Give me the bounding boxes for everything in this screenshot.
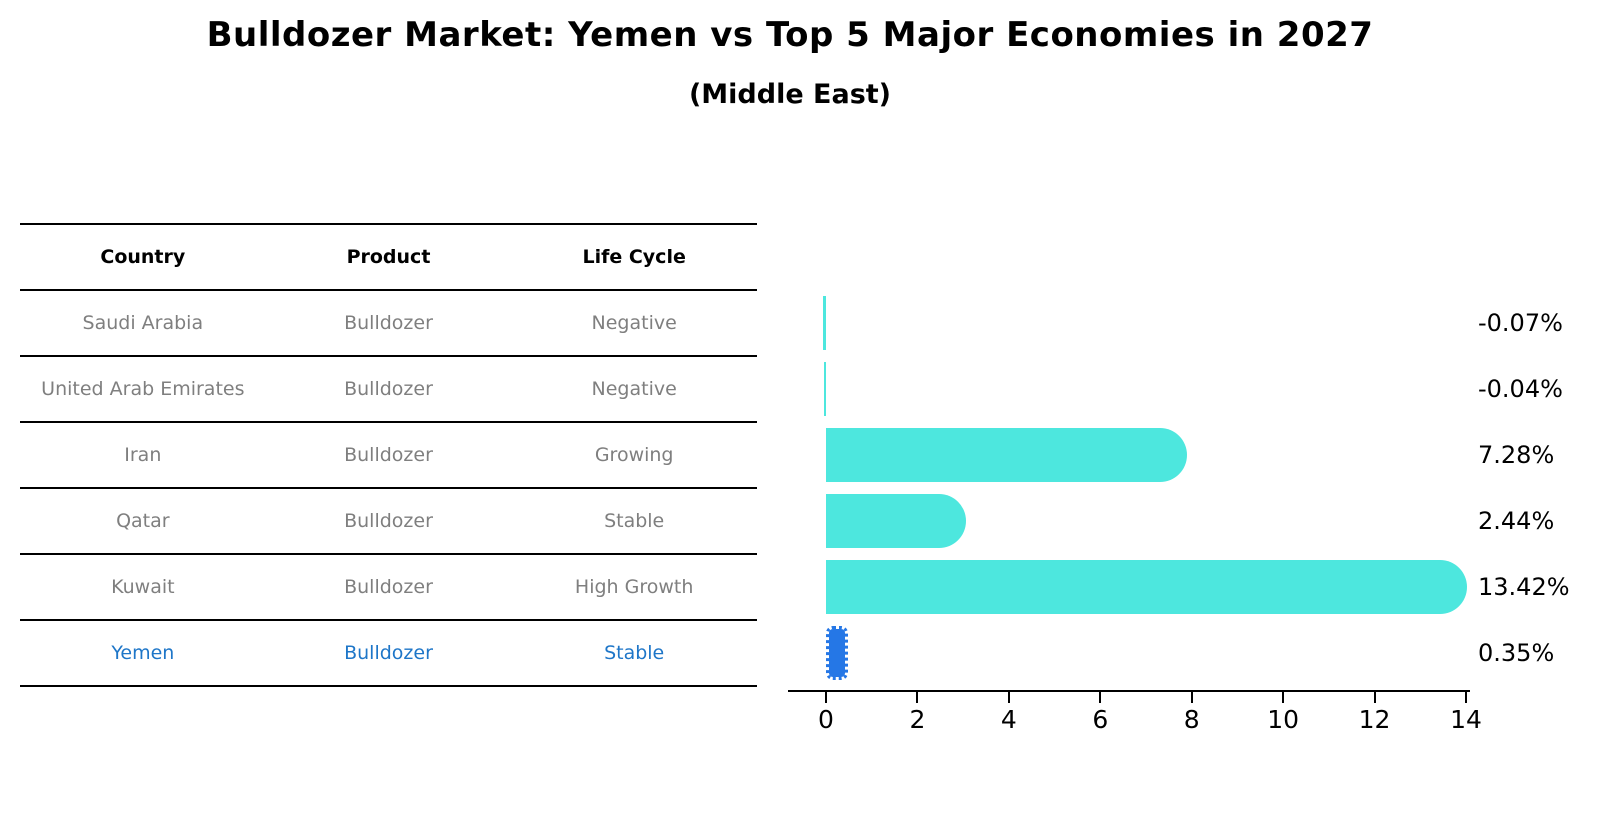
bar-qatar bbox=[826, 494, 966, 548]
value-labels-column: -0.07% -0.04% 7.28% 2.44% 13.42% 0.35% bbox=[1478, 290, 1598, 686]
bar-plot-area bbox=[822, 290, 1468, 686]
chart-title: Bulldozer Market: Yemen vs Top 5 Major E… bbox=[206, 15, 1374, 55]
bar-row-united-arab-emirates bbox=[824, 356, 1466, 422]
cell-life-cycle: Stable bbox=[604, 642, 665, 664]
x-axis-ticks: 0 2 4 6 8 10 12 14 bbox=[818, 690, 1482, 750]
x-tick bbox=[1190, 692, 1193, 703]
x-tick-label: 0 bbox=[818, 705, 834, 734]
cell-life-cycle: Growing bbox=[594, 444, 674, 466]
table-row-kuwait: Kuwait Bulldozer High Growth bbox=[20, 555, 757, 621]
cell-product: Bulldozer bbox=[344, 510, 433, 532]
x-tick-label: 6 bbox=[1092, 705, 1109, 734]
bar-row-kuwait bbox=[826, 554, 1468, 620]
x-tick bbox=[1007, 692, 1010, 703]
table-row-saudi-arabia: Saudi Arabia Bulldozer Negative bbox=[20, 291, 757, 357]
bar-yemen bbox=[826, 626, 848, 680]
cell-product: Bulldozer bbox=[344, 312, 433, 334]
x-tick-label: 4 bbox=[1000, 705, 1017, 734]
x-tick bbox=[1373, 692, 1376, 703]
x-tick-label: 2 bbox=[909, 705, 926, 734]
table-row-iran: Iran Bulldozer Growing bbox=[20, 423, 757, 489]
table-header-cell-country: Country bbox=[100, 246, 186, 268]
cell-country: Qatar bbox=[116, 510, 170, 532]
table-header-cell-life-cycle: Life Cycle bbox=[582, 246, 686, 268]
bar-row-saudi-arabia bbox=[822, 290, 1466, 356]
bar-value-label-qatar: 2.44% bbox=[1478, 507, 1555, 535]
chart-subtitle: (Middle East) bbox=[688, 79, 892, 110]
x-axis-line bbox=[788, 690, 1470, 692]
country-table: Country Product Life Cycle Saudi Arabia Bull… bbox=[20, 223, 757, 687]
x-tick-label: 12 bbox=[1358, 705, 1391, 734]
bar-saudi-arabia bbox=[822, 296, 826, 350]
cell-life-cycle: Stable bbox=[604, 510, 665, 532]
bar-value-label-yemen: 0.35% bbox=[1478, 639, 1555, 667]
bar-value-label-iran: 7.28% bbox=[1478, 441, 1555, 469]
cell-country: Yemen bbox=[111, 642, 175, 664]
cell-country: Kuwait bbox=[111, 576, 175, 598]
cell-life-cycle: Negative bbox=[591, 378, 677, 400]
cell-product: Bulldozer bbox=[344, 444, 433, 466]
x-tick bbox=[916, 692, 919, 703]
x-tick-label: 8 bbox=[1183, 705, 1200, 734]
bar-iran bbox=[826, 428, 1187, 482]
bar-united-arab-emirates bbox=[824, 362, 826, 416]
bar-value-label-united-arab-emirates: -0.04% bbox=[1478, 375, 1563, 403]
cell-life-cycle: High Growth bbox=[574, 576, 694, 598]
bar-value-label-kuwait: 13.42% bbox=[1478, 573, 1570, 601]
x-tick bbox=[1099, 692, 1102, 703]
table-header-row: Country Product Life Cycle bbox=[20, 225, 757, 291]
table-header-cell-product: Product bbox=[346, 246, 431, 268]
cell-product: Bulldozer bbox=[344, 378, 433, 400]
x-tick-label: 10 bbox=[1267, 705, 1300, 734]
bar-kuwait bbox=[826, 560, 1468, 614]
bar-row-yemen bbox=[826, 620, 1466, 686]
bar-row-iran bbox=[826, 422, 1466, 488]
x-tick bbox=[825, 692, 827, 703]
table-row-qatar: Qatar Bulldozer Stable bbox=[20, 489, 757, 555]
cell-life-cycle: Negative bbox=[591, 312, 677, 334]
bar-row-qatar bbox=[826, 488, 1466, 554]
table-row-united-arab-emirates: United Arab Emirates Bulldozer Negative bbox=[20, 357, 757, 423]
cell-country: Iran bbox=[124, 444, 162, 466]
x-tick-label: 14 bbox=[1450, 705, 1482, 734]
cell-product: Bulldozer bbox=[344, 576, 433, 598]
cell-product: Bulldozer bbox=[344, 642, 433, 664]
cell-country: United Arab Emirates bbox=[41, 378, 245, 400]
table-row-yemen: Yemen Bulldozer Stable bbox=[20, 621, 757, 687]
bar-value-label-saudi-arabia: -0.07% bbox=[1478, 309, 1563, 337]
x-tick bbox=[1465, 692, 1467, 703]
cell-country: Saudi Arabia bbox=[82, 312, 204, 334]
x-tick bbox=[1282, 692, 1285, 703]
